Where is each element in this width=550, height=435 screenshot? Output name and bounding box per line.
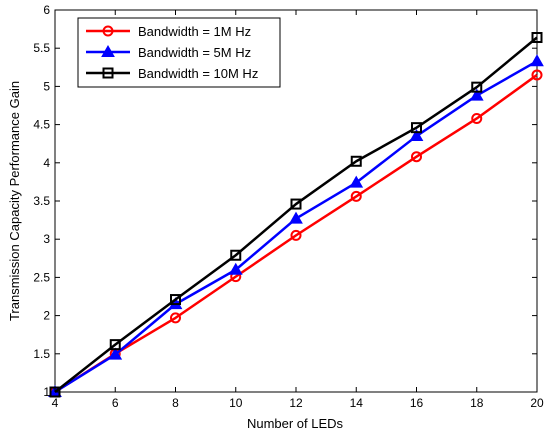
data-point [469,88,484,101]
x-tick-label: 10 [229,396,243,410]
y-tick-label: 5.5 [33,41,50,55]
data-point [290,229,302,241]
legend-item: Bandwidth = 5M Hz [86,44,251,60]
x-tick-label: 4 [52,396,59,410]
y-axis-label: Transmission Capacity Performance Gain [7,81,22,321]
y-tick-label: 4 [43,156,50,170]
data-point [471,112,483,124]
data-point [350,155,362,167]
series-line [54,36,538,393]
legend-label: Bandwidth = 1M Hz [138,24,251,39]
data-point [349,175,364,188]
legend-marker [101,44,115,57]
data-point [531,69,543,81]
data-point [471,81,483,93]
y-tick-label: 4.5 [33,118,50,132]
legend-marker [102,25,114,37]
series-line [54,73,538,394]
data-point [531,32,543,44]
legend-label: Bandwidth = 5M Hz [138,45,251,60]
data-point [108,347,123,360]
data-point [230,249,242,261]
legend-label: Bandwidth = 10M Hz [138,66,258,81]
data-point [170,312,181,324]
x-tick-label: 20 [530,396,544,410]
data-point [170,294,181,306]
x-tick-label: 12 [289,396,303,410]
y-tick-label: 5 [43,79,50,93]
y-tick-label: 1.5 [33,347,50,361]
x-axis-label: Number of LEDs [247,416,344,431]
data-point [530,54,544,67]
series-1 [49,69,543,398]
data-point [350,190,362,202]
data-point [109,339,121,351]
legend: Bandwidth = 1M Hz Bandwidth = 5M Hz Bandwi… [77,17,281,88]
data-point [409,129,424,142]
axis-layer: 4 6 8 10 12 14 16 18 20 1 1.5 2 2.5 3 3.5 4 4.5 5 5.5 6 [33,3,544,410]
data-point [411,151,422,163]
y-tick-label: 6 [43,3,50,17]
x-tick-label: 16 [410,396,424,410]
y-tick-label: 3.5 [33,194,50,208]
series-layer [48,32,544,398]
data-point [289,211,303,224]
x-tick-label: 6 [112,396,119,410]
legend-marker [102,67,114,79]
y-tick-label: 1 [43,385,50,399]
legend-item: Bandwidth = 1M Hz [86,24,251,39]
data-point [228,262,243,275]
y-tick-label: 3 [43,232,50,246]
legend-item: Bandwidth = 10M Hz [86,66,258,81]
x-tick-label: 18 [470,396,484,410]
x-tick-label: 14 [350,396,364,410]
data-point [411,122,422,134]
y-tick-label: 2 [43,309,50,323]
data-point [290,198,302,210]
x-tick-label: 8 [172,396,179,410]
y-tick-label: 2.5 [33,270,50,284]
